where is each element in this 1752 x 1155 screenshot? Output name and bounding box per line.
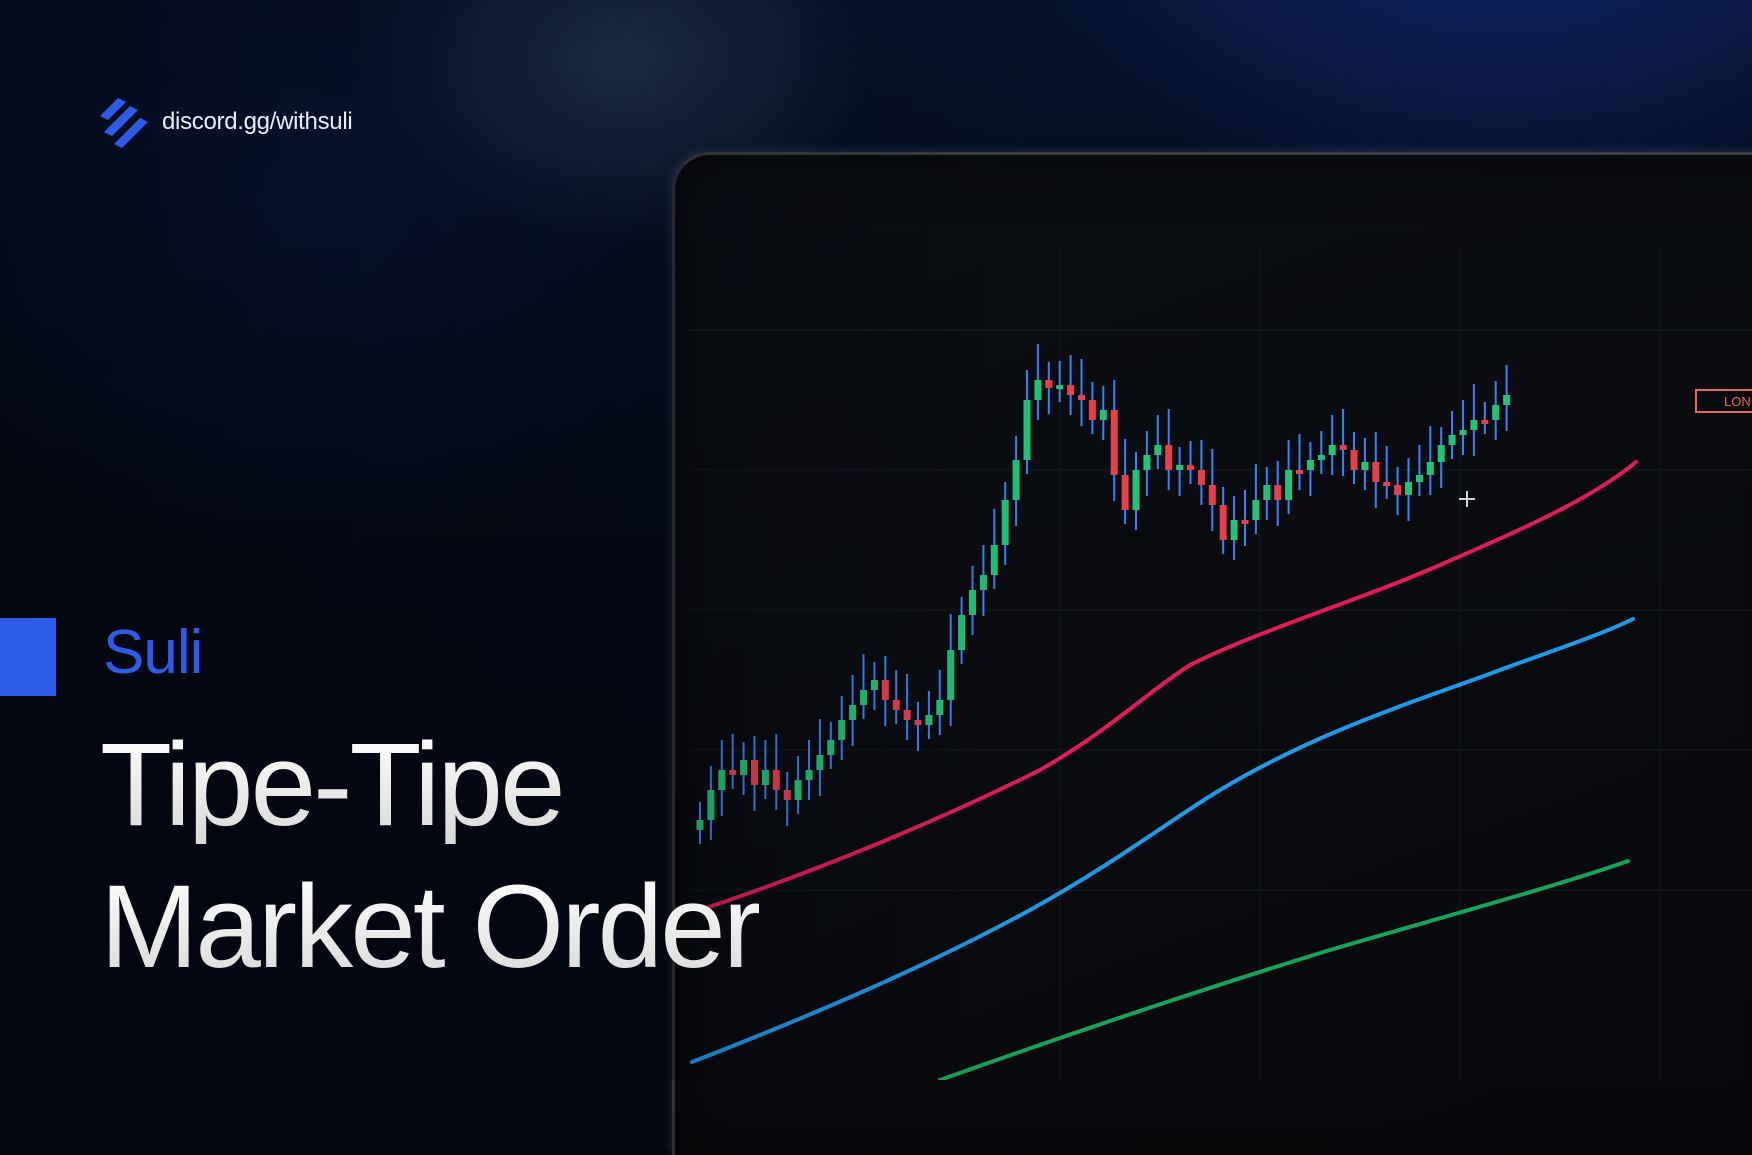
candle-body xyxy=(849,705,857,720)
candle-body xyxy=(1296,470,1303,474)
candle-body xyxy=(1481,420,1489,424)
candle-body xyxy=(1197,470,1205,485)
headline-line-1: Tipe-Tipe xyxy=(100,719,566,851)
candle-body xyxy=(1274,485,1282,500)
candle-body xyxy=(1306,460,1314,470)
candle-body xyxy=(1099,410,1107,420)
candle-body xyxy=(1470,420,1478,430)
candle-body xyxy=(1426,462,1434,475)
candle-body xyxy=(1503,395,1511,405)
candle-body xyxy=(1448,435,1456,445)
candle-body xyxy=(1187,465,1194,470)
candle-body xyxy=(1241,520,1249,524)
moving-average-green-line xyxy=(938,859,1630,1080)
candle-body xyxy=(794,780,802,800)
candle-body xyxy=(903,710,911,720)
candle-body xyxy=(751,760,758,785)
candle-body xyxy=(1088,400,1096,420)
candle-body xyxy=(914,720,922,725)
candle-body xyxy=(1394,485,1402,495)
candle-body xyxy=(838,720,846,740)
kicker-text: Suli xyxy=(103,618,203,687)
candle-body xyxy=(947,650,955,700)
candle-body xyxy=(1339,445,1347,450)
svg-text:LON: LON xyxy=(1724,394,1751,409)
candle-body xyxy=(1317,455,1325,460)
candle-body xyxy=(827,740,835,755)
candle-body xyxy=(1056,385,1064,389)
accent-block xyxy=(0,618,56,696)
candle-body xyxy=(860,690,867,705)
candle-body xyxy=(1045,380,1053,388)
candle-body xyxy=(1110,410,1118,475)
candlestick-series xyxy=(696,344,1511,844)
candle-body xyxy=(1285,470,1293,500)
candle-body xyxy=(1023,400,1031,460)
headline-line-2: Market Order xyxy=(100,861,762,993)
candle-body xyxy=(925,715,933,725)
candle-body xyxy=(1165,445,1173,470)
candle-body xyxy=(1143,455,1151,470)
candle-body xyxy=(969,590,976,615)
candle-body xyxy=(1001,500,1009,545)
candle-body xyxy=(1230,520,1238,540)
chart-grid xyxy=(690,250,1752,1080)
candle-body xyxy=(816,755,824,770)
candle-body xyxy=(740,760,748,775)
candle-body xyxy=(1012,460,1020,500)
candle-body xyxy=(707,790,715,820)
candle-body xyxy=(805,770,813,780)
candle-body xyxy=(936,700,944,715)
candle-body xyxy=(892,700,900,710)
candle-body xyxy=(718,770,726,790)
crosshair-cursor-icon xyxy=(1459,491,1475,507)
candle-body xyxy=(1154,445,1162,455)
candle-body xyxy=(1132,470,1140,510)
candle-body xyxy=(1034,380,1042,400)
brand-header: discord.gg/withsuli xyxy=(96,94,353,150)
position-tag: LON xyxy=(1695,389,1752,413)
candle-body xyxy=(1078,395,1085,400)
candle-body xyxy=(870,680,878,690)
candle-body xyxy=(696,820,704,830)
candle-body xyxy=(958,615,966,650)
candle-body xyxy=(1361,462,1369,470)
candle-body xyxy=(1383,482,1391,486)
moving-average-red-line xyxy=(698,460,1638,912)
candle-body xyxy=(783,790,791,800)
candle-body xyxy=(1328,445,1336,455)
candle-body xyxy=(1219,505,1227,540)
candle-body xyxy=(1263,485,1271,500)
candle-body xyxy=(1372,462,1380,482)
candle-body xyxy=(1208,485,1216,505)
suli-logo-icon xyxy=(100,98,148,148)
candle-body xyxy=(1415,475,1423,482)
candle-body xyxy=(1121,475,1129,510)
candle-body xyxy=(1492,405,1500,420)
candle-body xyxy=(979,575,987,590)
candle-body xyxy=(1459,430,1467,435)
candle-body xyxy=(1252,500,1260,520)
candle-body xyxy=(990,545,998,575)
candle-body xyxy=(881,680,889,700)
candle-body xyxy=(1437,445,1445,462)
candle-body xyxy=(772,770,780,790)
candle-body xyxy=(1405,482,1412,495)
candle-body xyxy=(1350,450,1358,470)
candle-body xyxy=(761,770,769,785)
candle-body xyxy=(1176,465,1184,470)
candle-body xyxy=(1067,385,1075,395)
candle-body xyxy=(729,770,737,775)
discord-link[interactable]: discord.gg/withsuli xyxy=(162,108,353,135)
